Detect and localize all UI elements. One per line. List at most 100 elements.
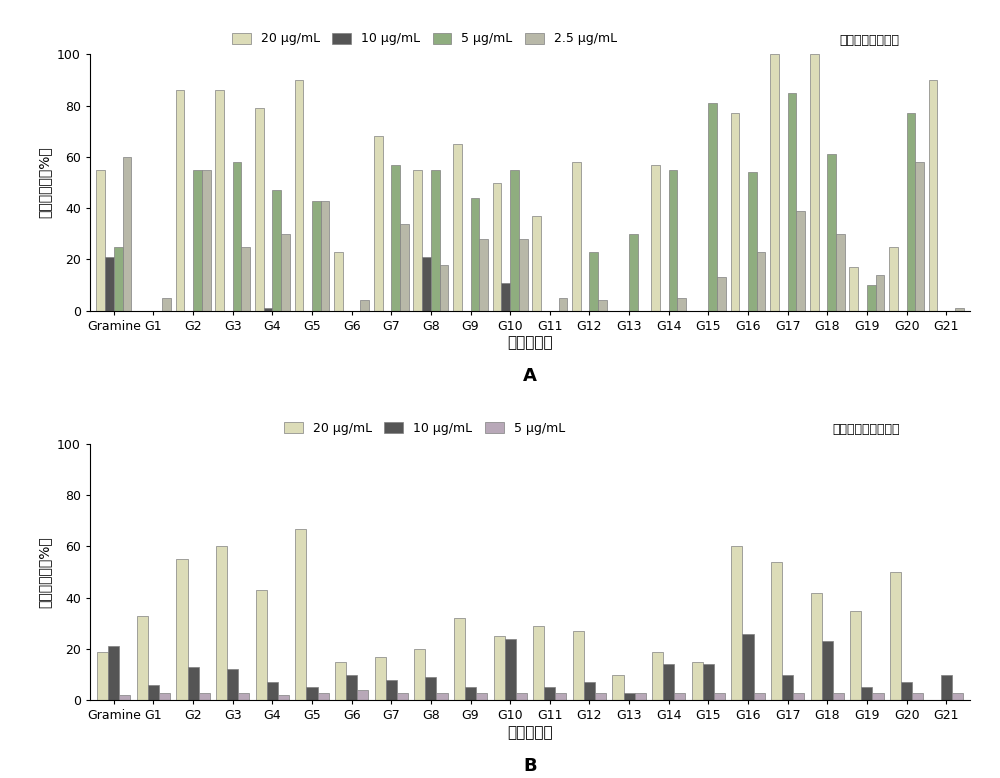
Text: B: B	[523, 756, 537, 775]
Bar	[757, 252, 765, 310]
Y-axis label: 细胞存活率（%）: 细胞存活率（%）	[38, 147, 52, 219]
Bar	[422, 257, 431, 310]
Bar	[788, 93, 796, 310]
Bar	[754, 692, 765, 700]
Bar	[598, 300, 607, 310]
Text: 感染期间加入化合物: 感染期间加入化合物	[832, 423, 900, 436]
Bar	[663, 664, 674, 700]
Bar	[318, 692, 329, 700]
Bar	[425, 677, 436, 700]
Bar	[493, 183, 501, 310]
Bar	[867, 285, 876, 310]
Bar	[742, 633, 754, 700]
Bar	[105, 257, 114, 310]
Bar	[295, 528, 306, 700]
Bar	[850, 611, 861, 700]
Bar	[335, 662, 346, 700]
Bar	[669, 170, 677, 310]
Bar	[295, 80, 303, 310]
Bar	[584, 682, 595, 700]
Bar	[674, 692, 685, 700]
Bar	[793, 692, 804, 700]
Bar	[400, 223, 409, 310]
Bar	[941, 675, 952, 700]
Bar	[202, 170, 211, 310]
Bar	[162, 298, 171, 310]
Bar	[391, 165, 400, 310]
Bar	[861, 688, 872, 700]
Bar	[677, 298, 686, 310]
Bar	[635, 692, 646, 700]
Bar	[108, 647, 119, 700]
Bar	[692, 662, 703, 700]
Bar	[272, 191, 281, 310]
Bar	[907, 114, 915, 310]
Bar	[876, 275, 884, 310]
Bar	[652, 651, 663, 700]
Bar	[533, 626, 544, 700]
Bar	[494, 636, 505, 700]
Bar	[731, 546, 742, 700]
Y-axis label: 细胞存活率（%）: 细胞存活率（%）	[38, 536, 52, 608]
Legend: 20 μg/mL, 10 μg/mL, 5 μg/mL, 2.5 μg/mL: 20 μg/mL, 10 μg/mL, 5 μg/mL, 2.5 μg/mL	[227, 27, 622, 51]
Bar	[544, 688, 555, 700]
Bar	[454, 619, 465, 700]
Bar	[233, 162, 241, 310]
Bar	[929, 80, 937, 310]
Bar	[440, 265, 448, 310]
Bar	[782, 675, 793, 700]
Bar	[215, 90, 224, 310]
Bar	[612, 675, 624, 700]
Bar	[397, 692, 408, 700]
Bar	[717, 278, 726, 310]
Bar	[770, 54, 779, 310]
Bar	[714, 692, 725, 700]
Bar	[595, 692, 606, 700]
Bar	[519, 239, 528, 310]
Bar	[346, 675, 357, 700]
Bar	[281, 234, 290, 310]
Bar	[176, 90, 184, 310]
Bar	[573, 631, 584, 700]
Bar	[833, 692, 844, 700]
Bar	[731, 114, 739, 310]
Bar	[479, 239, 488, 310]
Bar	[955, 308, 964, 310]
Bar	[199, 692, 210, 700]
Bar	[374, 136, 383, 310]
Bar	[386, 680, 397, 700]
Bar	[849, 267, 858, 310]
Bar	[413, 170, 422, 310]
Bar	[360, 300, 369, 310]
Bar	[555, 692, 566, 700]
Bar	[952, 692, 963, 700]
Bar	[123, 157, 131, 310]
Bar	[651, 165, 660, 310]
Bar	[414, 649, 425, 700]
Bar	[516, 692, 527, 700]
Bar	[827, 154, 836, 310]
Bar	[176, 559, 188, 700]
Bar	[836, 234, 845, 310]
Bar	[193, 170, 202, 310]
Bar	[901, 682, 912, 700]
Bar	[357, 690, 368, 700]
Bar	[431, 170, 440, 310]
Bar	[822, 641, 833, 700]
Bar	[811, 593, 822, 700]
Bar	[264, 308, 272, 310]
Bar	[321, 201, 329, 310]
Bar	[255, 108, 264, 310]
Bar	[216, 546, 227, 700]
Text: 感染后加入化合物: 感染后加入化合物	[840, 34, 900, 47]
Bar	[912, 692, 923, 700]
Bar	[510, 170, 519, 310]
Bar	[471, 198, 479, 310]
X-axis label: 化合物编号: 化合物编号	[507, 335, 553, 351]
Bar	[227, 669, 238, 700]
Bar	[436, 692, 448, 700]
Bar	[748, 173, 757, 310]
Bar	[572, 162, 581, 310]
Bar	[312, 201, 321, 310]
Bar	[708, 103, 717, 310]
